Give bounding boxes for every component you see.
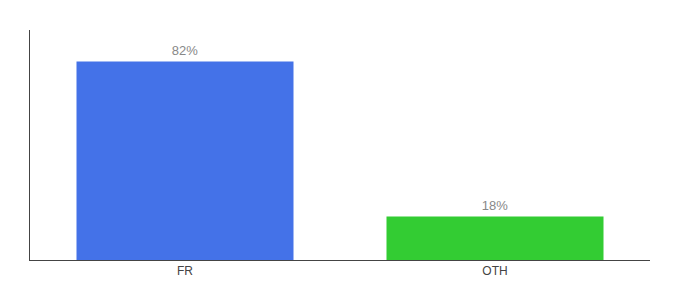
svg-text:FR: FR <box>177 264 193 278</box>
svg-text:OTH: OTH <box>482 264 507 278</box>
svg-text:82%: 82% <box>172 43 198 58</box>
svg-text:18%: 18% <box>482 198 508 213</box>
